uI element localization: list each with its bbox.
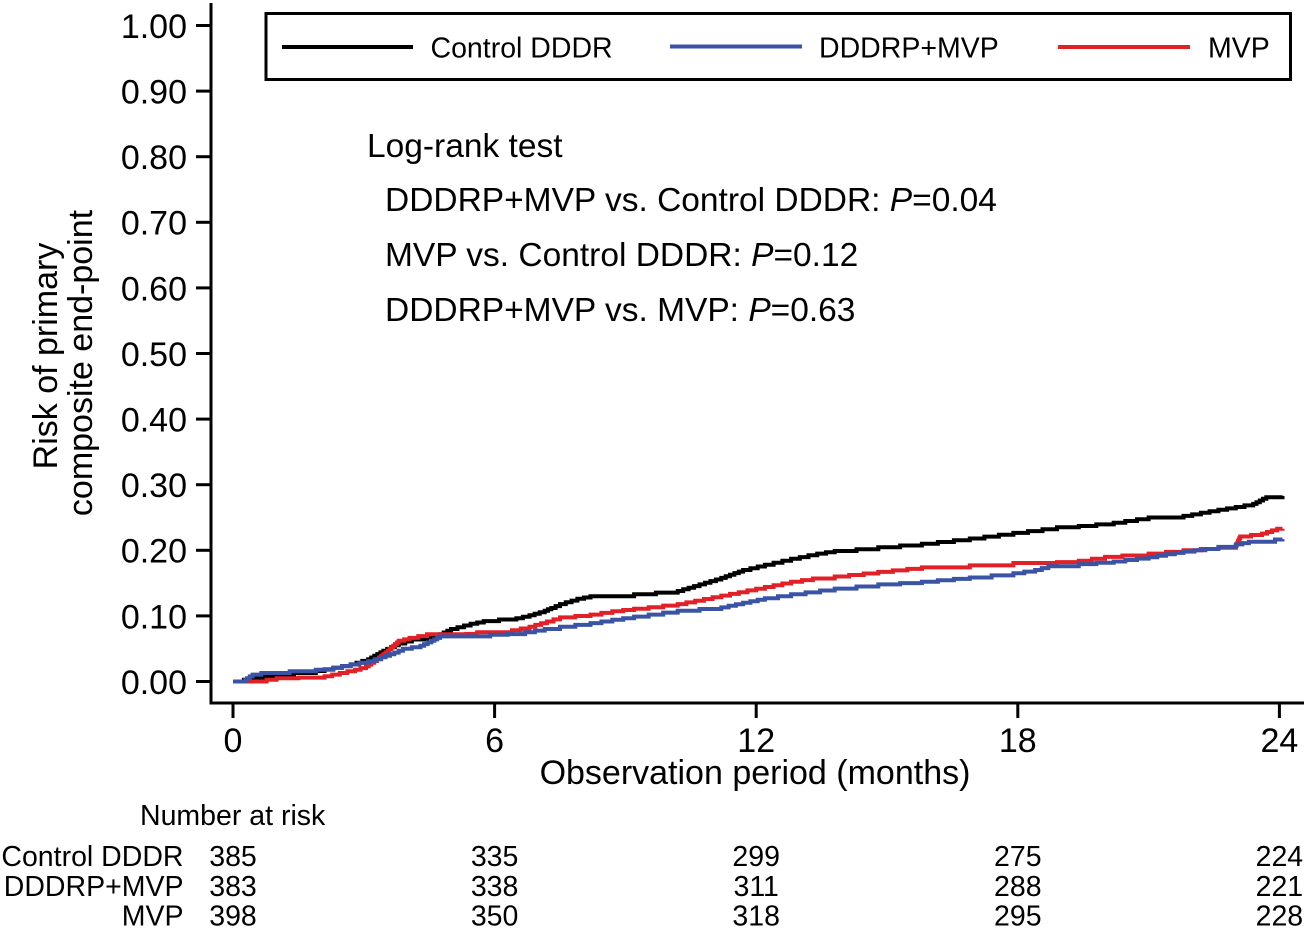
svg-text:Number at risk: Number at risk <box>140 800 326 832</box>
svg-text:299: 299 <box>732 841 780 873</box>
svg-text:0.40: 0.40 <box>121 402 187 440</box>
svg-text:Log-rank test: Log-rank test <box>367 128 563 165</box>
svg-text:6: 6 <box>485 722 504 760</box>
svg-text:Risk of primary: Risk of primary <box>27 243 65 470</box>
svg-text:Control DDDR: Control DDDR <box>1 841 183 873</box>
svg-text:0.70: 0.70 <box>121 205 187 243</box>
svg-text:1.00: 1.00 <box>121 8 187 46</box>
svg-text:318: 318 <box>732 901 780 933</box>
svg-text:DDDRP+MVP: DDDRP+MVP <box>819 32 999 64</box>
svg-text:350: 350 <box>471 901 519 933</box>
svg-text:221: 221 <box>1256 871 1304 903</box>
svg-text:24: 24 <box>1260 722 1298 760</box>
svg-text:0.00: 0.00 <box>121 664 187 702</box>
svg-text:228: 228 <box>1256 901 1304 933</box>
svg-text:12: 12 <box>737 722 775 760</box>
svg-text:Control DDDR: Control DDDR <box>431 32 613 64</box>
svg-text:288: 288 <box>994 871 1042 903</box>
svg-text:0.10: 0.10 <box>121 598 187 636</box>
svg-text:0.80: 0.80 <box>121 139 187 177</box>
svg-text:224: 224 <box>1256 841 1304 873</box>
svg-text:385: 385 <box>209 841 257 873</box>
svg-text:295: 295 <box>994 901 1042 933</box>
svg-text:0.50: 0.50 <box>121 336 187 374</box>
svg-text:0.90: 0.90 <box>121 74 187 112</box>
svg-text:0.30: 0.30 <box>121 467 187 505</box>
svg-text:311: 311 <box>733 871 778 903</box>
svg-text:MVP: MVP <box>122 901 184 933</box>
svg-text:398: 398 <box>209 901 257 933</box>
svg-text:338: 338 <box>471 871 519 903</box>
svg-text:DDDRP+MVP vs. Control DDDR: P=: DDDRP+MVP vs. Control DDDR: P=0.04 <box>385 182 997 219</box>
svg-text:MVP vs. Control DDDR: P=0.12: MVP vs. Control DDDR: P=0.12 <box>385 237 858 274</box>
svg-text:composite end-point: composite end-point <box>62 209 100 516</box>
svg-text:335: 335 <box>471 841 519 873</box>
svg-text:18: 18 <box>999 722 1037 760</box>
svg-text:Observation period (months): Observation period (months) <box>540 754 971 792</box>
svg-text:0.20: 0.20 <box>121 533 187 571</box>
svg-text:DDDRP+MVP vs. MVP: P=0.63: DDDRP+MVP vs. MVP: P=0.63 <box>385 292 855 329</box>
svg-text:0.60: 0.60 <box>121 270 187 308</box>
svg-text:DDDRP+MVP: DDDRP+MVP <box>4 871 184 903</box>
svg-text:275: 275 <box>994 841 1042 873</box>
svg-text:0: 0 <box>224 722 243 760</box>
svg-text:MVP: MVP <box>1208 32 1270 64</box>
svg-text:383: 383 <box>209 871 257 903</box>
